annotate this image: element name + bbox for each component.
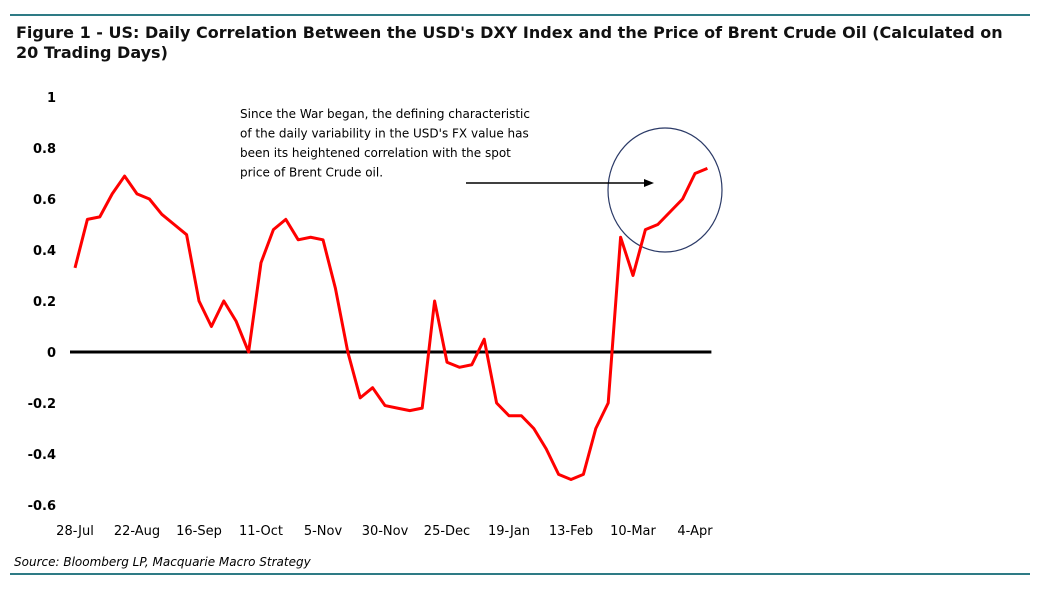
y-tick-label: 0.8	[33, 142, 56, 157]
x-tick-label: 10-Mar	[610, 524, 656, 539]
chart-title-group: Figure 1 - US: Daily Correlation Between…	[16, 23, 1003, 62]
y-tick-label: -0.4	[28, 448, 56, 463]
y-tick-label: -0.6	[28, 499, 56, 514]
y-tick-label: 0.2	[33, 295, 56, 310]
x-tick-label: 5-Nov	[304, 524, 343, 539]
y-tick-label: -0.2	[28, 397, 56, 412]
x-tick-label: 25-Dec	[424, 524, 470, 539]
x-tick-label: 19-Jan	[488, 524, 530, 539]
arrow-head	[644, 179, 654, 187]
data-line	[73, 167, 708, 481]
y-tick-label: 0.4	[33, 244, 56, 259]
title-line: 20 Trading Days)	[16, 43, 168, 62]
x-tick-label: 13-Feb	[549, 524, 593, 539]
source: Source: Bloomberg LP, Macquarie Macro St…	[14, 555, 312, 569]
x-tick-label: 11-Oct	[239, 524, 283, 539]
x-tick-label: 28-Jul	[56, 524, 94, 539]
title-line: Figure 1 - US: Daily Correlation Between…	[16, 23, 1003, 42]
annotation: price of Brent Crude oil.	[240, 166, 383, 180]
x-tick-label: 16-Sep	[176, 524, 222, 539]
annotation: of the daily variability in the USD's FX…	[240, 127, 529, 141]
y-tick-label: 1	[47, 91, 56, 106]
x-tick-label: 30-Nov	[362, 524, 409, 539]
x-tick-label: 4-Apr	[677, 524, 713, 539]
chart-title: Figure 1 - US: Daily Correlation Between…	[16, 23, 1003, 62]
highlight-circle	[607, 127, 723, 253]
y-tick-label: 0	[47, 346, 56, 361]
annotation: been its heightened correlation with the…	[240, 146, 511, 160]
annotation: Since the War began, the defining charac…	[240, 107, 530, 121]
x-tick-label: 22-Aug	[114, 524, 160, 539]
y-tick-label: 0.6	[33, 193, 56, 208]
